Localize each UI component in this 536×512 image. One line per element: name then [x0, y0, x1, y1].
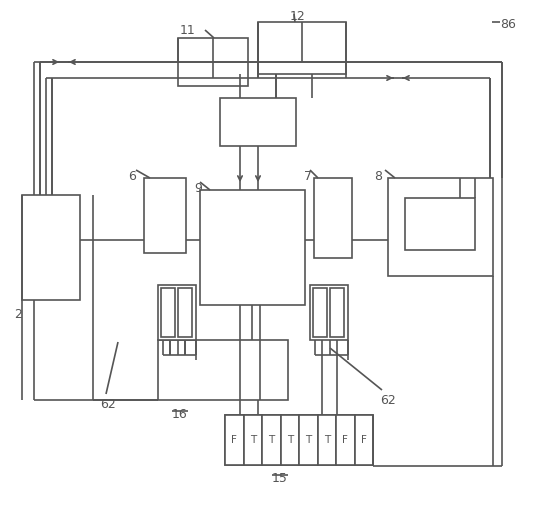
- Text: T: T: [268, 435, 274, 445]
- Text: 2: 2: [14, 308, 22, 321]
- Text: F: F: [343, 435, 348, 445]
- Bar: [299, 415, 317, 465]
- Bar: [262, 415, 280, 465]
- Text: 15: 15: [272, 472, 288, 485]
- Bar: [314, 178, 352, 258]
- Bar: [388, 178, 493, 276]
- Bar: [243, 415, 262, 465]
- Bar: [313, 288, 327, 337]
- Text: 62: 62: [380, 394, 396, 407]
- Text: F: F: [232, 435, 237, 445]
- Bar: [310, 285, 348, 340]
- Bar: [354, 415, 373, 465]
- Bar: [225, 415, 373, 465]
- Bar: [405, 198, 475, 250]
- Text: 86: 86: [500, 18, 516, 31]
- Text: T: T: [324, 435, 330, 445]
- Text: 62: 62: [100, 398, 116, 411]
- Bar: [330, 288, 344, 337]
- Bar: [220, 98, 296, 146]
- Bar: [22, 195, 80, 300]
- Text: T: T: [250, 435, 256, 445]
- Bar: [158, 340, 288, 400]
- Text: 8: 8: [374, 170, 382, 183]
- Bar: [336, 415, 354, 465]
- Text: T: T: [287, 435, 293, 445]
- Bar: [280, 415, 299, 465]
- Text: 16: 16: [172, 408, 188, 421]
- Text: 9: 9: [194, 182, 202, 195]
- Text: 6: 6: [128, 170, 136, 183]
- Bar: [144, 178, 186, 253]
- Bar: [225, 415, 243, 465]
- Bar: [200, 190, 305, 305]
- Bar: [178, 38, 248, 86]
- Bar: [158, 285, 196, 340]
- Text: 12: 12: [290, 10, 306, 23]
- Text: F: F: [361, 435, 367, 445]
- Text: T: T: [305, 435, 311, 445]
- Bar: [161, 288, 175, 337]
- Bar: [258, 22, 346, 74]
- Bar: [317, 415, 336, 465]
- Text: 7: 7: [304, 170, 312, 183]
- Text: 11: 11: [180, 24, 196, 37]
- Bar: [178, 288, 192, 337]
